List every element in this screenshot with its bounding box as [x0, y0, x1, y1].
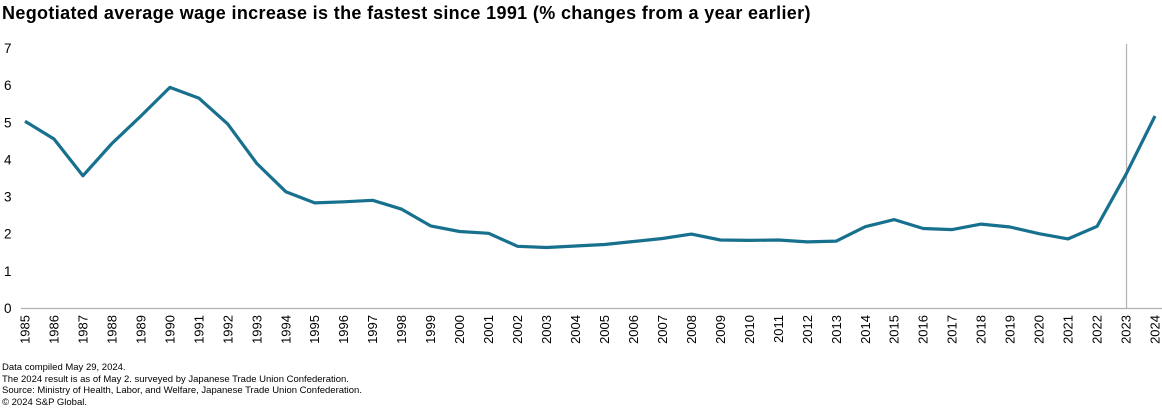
- x-axis-label: 2022: [1090, 315, 1105, 344]
- x-axis-label: 2012: [800, 315, 815, 344]
- x-axis-label: 2017: [945, 315, 960, 344]
- wage-increase-line: [24, 85, 1157, 250]
- x-axis-label: 1988: [104, 315, 119, 344]
- x-axis-label: 2014: [858, 315, 873, 344]
- x-axis-label: 1991: [191, 315, 206, 344]
- x-axis-label: 2005: [597, 315, 612, 344]
- x-axis-label: 1998: [394, 315, 409, 344]
- x-axis-label: 1990: [162, 315, 177, 344]
- x-axis-label: 2018: [974, 315, 989, 344]
- x-axis-label: 2019: [1003, 315, 1018, 344]
- y-axis-label: 7: [4, 41, 12, 56]
- x-axis-label: 1999: [423, 315, 438, 344]
- x-axis-label: 2002: [510, 315, 525, 344]
- x-axis-label: 2004: [568, 315, 583, 344]
- y-axis-label: 1: [4, 264, 12, 279]
- x-axis-label: 1993: [249, 315, 264, 344]
- x-axis-label: 2020: [1032, 315, 1047, 344]
- x-axis-label: 2024: [1148, 315, 1162, 344]
- x-axis-label: 2011: [771, 315, 786, 343]
- x-axis-label: 2016: [916, 315, 931, 344]
- y-axis-label: 3: [4, 190, 12, 205]
- x-axis-label: 1996: [336, 315, 351, 344]
- x-axis-label: 2000: [452, 315, 467, 344]
- x-axis-label: 2006: [626, 315, 641, 344]
- y-axis-label: 2: [4, 227, 12, 242]
- x-axis-label: 2008: [684, 315, 699, 344]
- x-axis-label: 1997: [365, 315, 380, 344]
- x-axis-label: 1994: [278, 315, 293, 344]
- chart-footnotes: Data compiled May 29, 2024. The 2024 res…: [2, 362, 362, 408]
- x-axis-label: 1985: [18, 315, 33, 344]
- x-axis-label: 1992: [220, 315, 235, 344]
- x-axis-label: 2023: [1119, 315, 1134, 344]
- x-axis-label: 1995: [307, 315, 322, 344]
- y-axis-label: 0: [4, 301, 12, 316]
- x-axis-label: 1986: [46, 315, 61, 344]
- chart-title: Negotiated average wage increase is the …: [2, 3, 811, 23]
- x-axis-label: 2001: [481, 315, 496, 344]
- x-axis-label: 2010: [742, 315, 757, 344]
- x-axis-label: 2007: [655, 315, 670, 344]
- y-axis-label: 5: [4, 115, 12, 130]
- x-axis-label: 2015: [887, 315, 902, 344]
- x-axis-label: 1989: [133, 315, 148, 344]
- x-axis-label: 1987: [75, 315, 90, 344]
- footnote-compiled: Data compiled May 29, 2024.: [2, 362, 126, 373]
- y-axis-label: 4: [4, 152, 12, 167]
- x-axis-label: 2013: [829, 315, 844, 344]
- y-axis-label: 6: [4, 78, 12, 93]
- footnote-source: Source: Ministry of Health, Labor, and W…: [2, 385, 362, 397]
- footnote-copyright: © 2024 S&P Global.: [2, 396, 87, 408]
- x-axis-label: 2003: [539, 315, 554, 344]
- x-axis-label: 2021: [1061, 315, 1076, 344]
- x-axis-label: 2009: [713, 315, 728, 344]
- footnote-2024-result: The 2024 result is as of May 2. surveyed…: [2, 373, 349, 385]
